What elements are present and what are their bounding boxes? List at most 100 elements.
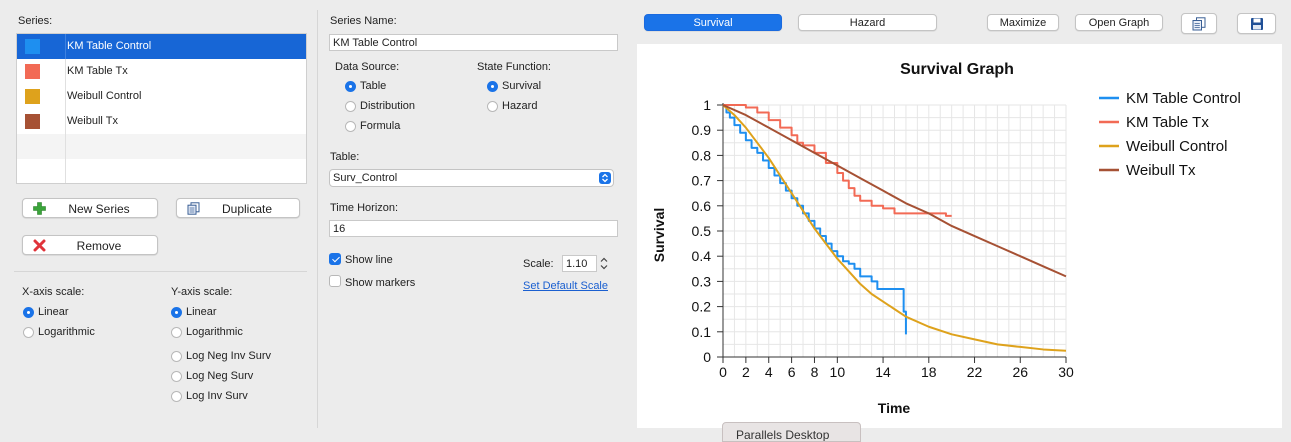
- x-tick-label: 2: [742, 364, 750, 380]
- set-default-scale-link[interactable]: Set Default Scale: [523, 280, 608, 292]
- y-axis-log-inv-surv-label: Log Inv Surv: [186, 390, 248, 402]
- state-function-survival-label: Survival: [502, 80, 542, 92]
- show-markers-label: Show markers: [345, 277, 416, 289]
- duplicate-button[interactable]: Duplicate: [176, 198, 300, 218]
- remove-x-icon: [33, 239, 46, 252]
- graph-panel: 0 0.1 0.2 0.3 0.4 0.5 0.6 0.7 0.8 0.9 1 0 2 4 6 8 10 14 18…: [637, 44, 1282, 428]
- series-name-input[interactable]: KM Table Control: [329, 34, 618, 51]
- legend-label-km-table-tx: KM Table Tx: [1126, 114, 1209, 131]
- series-name: KM Table Control: [67, 40, 152, 52]
- legend-label-weibull-tx: Weibull Tx: [1126, 162, 1196, 179]
- copy-graph-button[interactable]: [1181, 13, 1217, 34]
- y-tick-label: 0.2: [692, 299, 712, 315]
- series-line-km-table-control: [723, 104, 907, 335]
- state-function-survival-radio[interactable]: [487, 81, 498, 92]
- x-tick-label: 0: [719, 364, 727, 380]
- x-tick-label: 26: [1012, 364, 1028, 380]
- tab-survival[interactable]: Survival: [644, 14, 782, 31]
- x-tick-label: 10: [830, 364, 846, 380]
- legend-label-weibull-control: Weibull Control: [1126, 138, 1227, 155]
- data-source-distribution-radio[interactable]: [345, 101, 356, 112]
- y-axis-logarithmic-label: Logarithmic: [186, 326, 243, 338]
- series-color-swatch: [25, 89, 40, 104]
- scale-input[interactable]: 1.10: [562, 255, 597, 272]
- series-row-km-table-tx[interactable]: KM Table Tx: [17, 59, 306, 84]
- series-list[interactable]: KM Table Control KM Table Tx Weibull Con…: [16, 33, 307, 184]
- survival-chart: 00.10.20.30.40.50.60.70.80.910 2 4 6 8 10 14 18…: [651, 61, 1241, 416]
- y-tick-label: 0.5: [692, 223, 712, 239]
- taskbar-tooltip: Parallels Desktop: [722, 422, 861, 442]
- scale-label: Scale:: [523, 258, 554, 270]
- open-graph-button[interactable]: Open Graph: [1075, 14, 1163, 31]
- table-label: Table:: [330, 151, 360, 163]
- y-axis-linear-label: Linear: [186, 306, 217, 318]
- y-axis-linear-radio[interactable]: [171, 307, 182, 318]
- time-horizon-input[interactable]: 16: [329, 220, 618, 237]
- show-line-checkbox[interactable]: [329, 253, 341, 265]
- y-axis-log-neg-surv-radio[interactable]: [171, 371, 182, 382]
- series-line-weibull-tx: [722, 104, 1067, 278]
- chart-title: Survival Graph: [900, 61, 1014, 78]
- y-axis-logarithmic-radio[interactable]: [171, 327, 182, 338]
- x-axis-scale-label: X-axis scale:: [22, 286, 85, 298]
- state-function-label: State Function:: [477, 61, 551, 73]
- data-source-table-radio[interactable]: [345, 81, 356, 92]
- y-tick-label: 0.9: [692, 122, 712, 138]
- show-line-label: Show line: [345, 254, 393, 266]
- series-line-km-table-tx: [723, 104, 952, 217]
- series-line-weibull-control: [722, 104, 1067, 352]
- taskbar-label: Parallels Desktop: [736, 428, 830, 442]
- y-tick-label: 0.4: [692, 248, 712, 264]
- y-tick-label: 0: [703, 349, 711, 365]
- data-source-formula-radio[interactable]: [345, 121, 356, 132]
- y-axis-log-neg-inv-surv-radio[interactable]: [171, 351, 182, 362]
- y-axis-log-inv-surv-radio[interactable]: [171, 391, 182, 402]
- y-axis-log-neg-inv-surv-label: Log Neg Inv Surv: [186, 350, 271, 362]
- series-row-km-table-control[interactable]: KM Table Control: [17, 34, 306, 59]
- series-row-weibull-control[interactable]: Weibull Control: [17, 84, 306, 109]
- data-source-formula-label: Formula: [360, 120, 401, 132]
- series-color-swatch: [25, 39, 40, 54]
- series-label: Series:: [18, 15, 53, 27]
- save-graph-button[interactable]: [1237, 13, 1276, 34]
- series-name: Weibull Tx: [67, 115, 118, 127]
- select-arrows-icon: [599, 172, 611, 184]
- remove-button[interactable]: Remove: [22, 235, 158, 255]
- data-source-distribution-label: Distribution: [360, 100, 416, 112]
- table-select[interactable]: Surv_Control: [329, 169, 614, 187]
- data-source-label: Data Source:: [335, 61, 400, 73]
- x-tick-label: 8: [811, 364, 819, 380]
- data-source-table-label: Table: [360, 80, 387, 92]
- legend-label-km-table-control: KM Table Control: [1126, 90, 1241, 107]
- x-tick-label: 6: [788, 364, 796, 380]
- time-horizon-label: Time Horizon:: [330, 202, 399, 214]
- series-name-label: Series Name:: [330, 15, 397, 27]
- y-axis-label: Survival: [651, 208, 667, 262]
- x-tick-label: 14: [875, 364, 891, 380]
- series-color-swatch: [25, 114, 40, 129]
- x-axis-linear-radio[interactable]: [23, 307, 34, 318]
- series-name: KM Table Tx: [67, 65, 128, 77]
- x-tick-label: 18: [921, 364, 937, 380]
- x-axis-logarithmic-radio[interactable]: [23, 327, 34, 338]
- tab-hazard[interactable]: Hazard: [798, 14, 937, 31]
- copy-icon: [187, 202, 200, 215]
- copy-icon: [1192, 17, 1206, 31]
- save-icon: [1250, 18, 1263, 30]
- x-axis-linear-label: Linear: [38, 306, 69, 318]
- y-tick-label: 0.6: [692, 198, 712, 214]
- x-axis-logarithmic-label: Logarithmic: [38, 326, 95, 338]
- y-axis-scale-label: Y-axis scale:: [171, 286, 233, 298]
- y-axis-log-neg-surv-label: Log Neg Surv: [186, 370, 254, 382]
- show-markers-checkbox[interactable]: [329, 275, 341, 287]
- series-row-empty: [17, 159, 306, 183]
- plus-icon: [33, 202, 46, 215]
- maximize-button[interactable]: Maximize: [987, 14, 1059, 31]
- state-function-hazard-radio[interactable]: [487, 101, 498, 112]
- scale-stepper-icon[interactable]: [598, 255, 610, 272]
- series-row-weibull-tx[interactable]: Weibull Tx: [17, 109, 306, 134]
- new-series-button[interactable]: New Series: [22, 198, 158, 218]
- table-select-value: Surv_Control: [333, 172, 398, 184]
- x-tick-label: 22: [967, 364, 983, 380]
- x-tick-label: 30: [1058, 364, 1074, 380]
